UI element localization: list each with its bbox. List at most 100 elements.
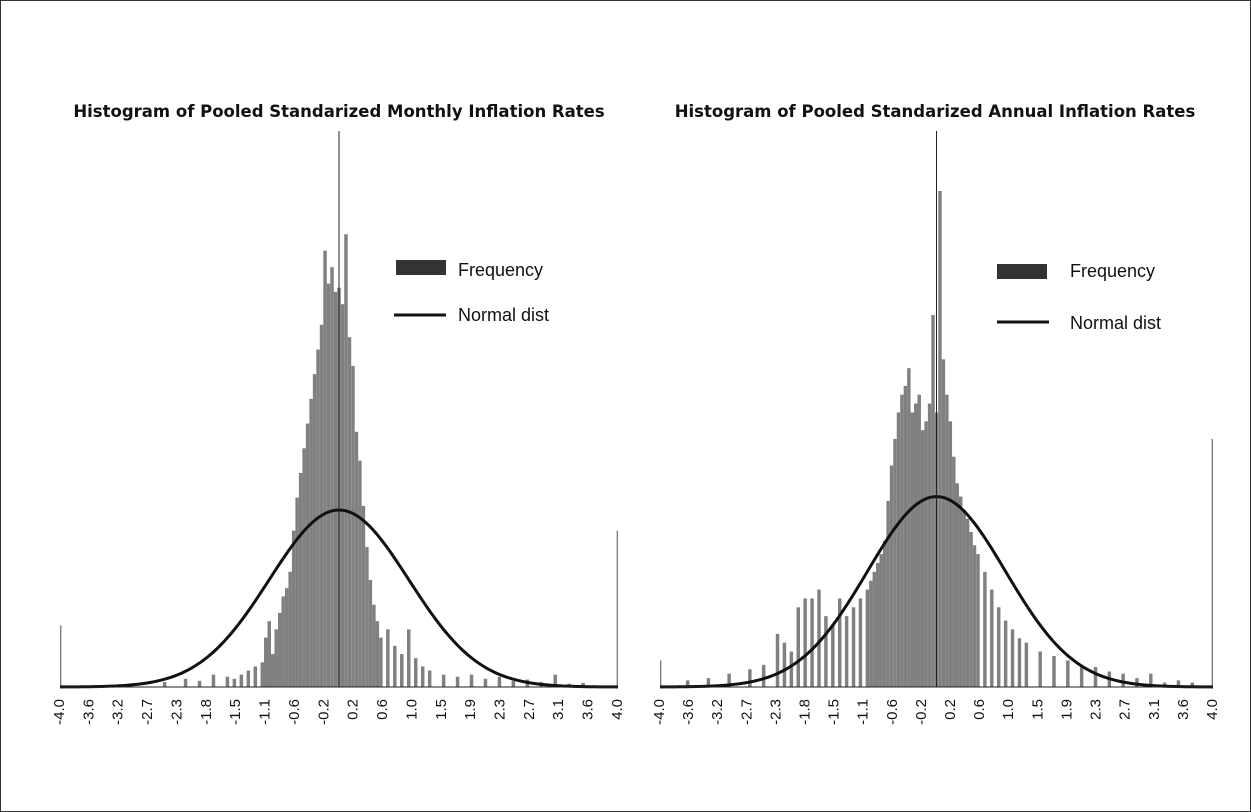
monthly-x-tick-11: 0.6 — [374, 699, 391, 720]
annual-bar-23 — [879, 554, 883, 687]
monthly-bar-55 — [469, 674, 474, 687]
annual-bar-21 — [872, 571, 877, 687]
annual-x-tick-17: 3.1 — [1146, 699, 1163, 720]
annual-bar-54 — [996, 607, 1001, 687]
monthly-bar-8 — [239, 674, 244, 687]
monthly-x-tick-16: 2.7 — [521, 699, 538, 720]
monthly-bar-20 — [291, 530, 296, 687]
annual-x-tick-13: 1.5 — [1029, 699, 1046, 720]
annual-bar-14 — [831, 625, 835, 687]
monthly-bar-30 — [326, 283, 331, 687]
annual-bar-26 — [889, 465, 894, 687]
monthly-bar-35 — [344, 234, 348, 688]
annual-bar-46 — [958, 496, 963, 687]
monthly-bar-37 — [351, 365, 355, 687]
monthly-bar-32 — [333, 291, 338, 687]
monthly-x-tick-17: 3.1 — [550, 699, 567, 720]
monthly-bar-6 — [225, 676, 230, 687]
annual-legend: Frequency Normal dist — [997, 261, 1161, 333]
monthly-bar-41 — [365, 547, 369, 687]
monthly-bar-58 — [511, 680, 516, 687]
monthly-bar-52 — [427, 670, 432, 687]
annual-bar-63 — [1093, 667, 1098, 687]
monthly-bar-28 — [319, 324, 324, 687]
annual-bar-5 — [761, 664, 766, 687]
monthly-x-tick-5: -1.8 — [198, 699, 215, 725]
monthly-bar-21 — [295, 497, 299, 687]
annual-bar-57 — [1017, 638, 1022, 687]
monthly-bar-61 — [553, 674, 557, 687]
annual-bar-10 — [803, 598, 807, 687]
monthly-bar-11 — [260, 662, 265, 687]
annual-bar-53 — [990, 589, 994, 687]
annual-bar-67 — [1149, 673, 1153, 687]
annual-bar-8 — [789, 651, 794, 687]
monthly-bar-45 — [379, 637, 383, 687]
monthly-bar-50 — [413, 658, 418, 687]
annual-bar-56 — [1010, 629, 1015, 687]
annual-x-tick-9: -0.2 — [913, 699, 930, 725]
annual-bar-12 — [817, 589, 821, 687]
annual-bar-4 — [748, 669, 752, 687]
monthly-bar-43 — [372, 604, 376, 687]
monthly-bar-18 — [284, 588, 289, 687]
annual-bar-55 — [1003, 620, 1008, 687]
monthly-bar-53 — [441, 674, 446, 687]
monthly-bar-24 — [305, 423, 310, 687]
monthly-x-tick-13: 1.5 — [433, 699, 450, 720]
annual-x-tick-4: -2.3 — [767, 699, 784, 725]
annual-x-tick-15: 2.3 — [1088, 699, 1105, 720]
monthly-x-tick-15: 2.3 — [491, 699, 508, 720]
annual-bar-9 — [796, 607, 800, 687]
annual-bar-61 — [1066, 660, 1070, 687]
annual-bar-36 — [924, 421, 928, 687]
annual-x-tick-14: 1.9 — [1058, 699, 1075, 720]
annual-bar-49 — [969, 532, 973, 687]
annual-bar-18 — [858, 598, 863, 687]
annual-x-tick-8: -0.6 — [884, 699, 901, 725]
annual-bar-6 — [775, 633, 780, 687]
monthly-bar-13 — [267, 621, 271, 687]
annual-bar-66 — [1135, 678, 1139, 687]
annual-bar-17 — [851, 607, 856, 687]
annual-bar-3 — [727, 673, 731, 687]
annual-bar-38 — [931, 315, 935, 687]
annual-x-tick-2: -3.2 — [709, 699, 726, 725]
annual-x-tick-0: -4.0 — [651, 699, 668, 725]
monthly-bar-49 — [407, 629, 411, 688]
annual-bar-65 — [1121, 673, 1125, 687]
annual-legend-frequency-label: Frequency — [1070, 261, 1155, 281]
annual-bar-34 — [917, 394, 921, 687]
annual-bar-15 — [838, 598, 842, 687]
monthly-bar-56 — [483, 678, 488, 687]
annual-bar-42 — [945, 394, 949, 687]
monthly-x-tick-6: -1.5 — [227, 699, 244, 725]
annual-bar-22 — [876, 563, 880, 687]
annual-histogram-panel: Histogram of Pooled Standarized Annual I… — [651, 102, 1221, 725]
monthly-bar-40 — [361, 505, 366, 687]
annual-bar-33 — [914, 403, 918, 687]
monthly-legend-frequency-swatch — [396, 260, 446, 275]
annual-bar-25 — [886, 501, 890, 687]
annual-bar-13 — [824, 616, 828, 687]
annual-legend-normal-label: Normal dist — [1070, 313, 1161, 333]
monthly-bar-29 — [323, 250, 327, 687]
monthly-bar-0 — [60, 625, 62, 687]
monthly-bar-31 — [330, 267, 334, 687]
monthly-bar-38 — [354, 431, 359, 687]
annual-x-tick-6: -1.5 — [826, 699, 843, 725]
monthly-bar-4 — [197, 680, 202, 687]
annual-x-tick-5: -1.8 — [796, 699, 813, 725]
annual-x-tick-11: 0.6 — [971, 699, 988, 720]
annual-bar-32 — [910, 412, 915, 687]
monthly-bar-26 — [312, 374, 317, 687]
monthly-x-tick-18: 3.6 — [580, 699, 597, 720]
annual-bar-47 — [962, 509, 966, 687]
monthly-x-tick-0: -4.0 — [51, 699, 68, 725]
monthly-x-tick-9: -0.2 — [315, 699, 332, 725]
monthly-bar-34 — [340, 304, 345, 687]
annual-bar-11 — [810, 598, 814, 687]
annual-bar-37 — [927, 403, 932, 687]
monthly-histogram-panel: Histogram of Pooled Standarized Monthly … — [51, 102, 626, 725]
annual-bar-0 — [660, 660, 662, 687]
